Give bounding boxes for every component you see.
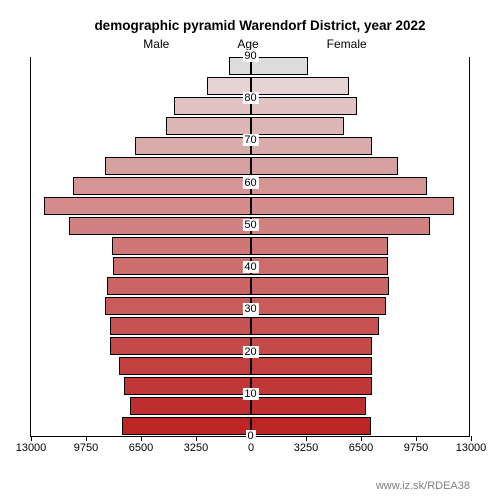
male-bar [110,317,250,335]
male-bar [119,357,251,375]
female-bar [251,77,349,95]
female-bar [251,157,398,175]
male-bar [105,157,251,175]
x-tick-label: 9750 [404,442,428,454]
age-tick-label: 90 [242,50,258,62]
x-tick-label: 0 [248,442,254,454]
male-bar [124,377,251,395]
male-bar [113,257,250,275]
age-tick-label: 70 [242,134,258,146]
watermark: www.iz.sk/RDEA38 [376,480,470,492]
x-tick-label: 6500 [129,442,153,454]
chart-container: demographic pyramid Warendorf District, … [0,0,500,500]
male-bar [174,97,250,115]
male-bar [73,177,251,195]
female-bar [251,117,344,135]
header-labels: Male Age Female [40,37,470,51]
female-bar [251,197,454,215]
male-bar [135,137,250,155]
age-tick-label: 30 [242,303,258,315]
female-bar [251,337,373,355]
female-bar [251,377,373,395]
female-label: Female [327,37,367,51]
x-tick [31,436,32,441]
age-row [31,317,470,335]
age-tick-label: 20 [242,346,258,358]
x-tick-label: 13000 [16,442,47,454]
female-bar [251,217,430,235]
male-bar [166,117,251,135]
x-tick-label: 13000 [456,442,487,454]
male-bar [130,397,250,415]
age-row [31,277,470,295]
x-tick [141,436,142,441]
male-bar [69,217,250,235]
age-tick-label: 60 [242,177,258,189]
male-bar [112,237,251,255]
female-bar [251,277,390,295]
x-tick [471,436,472,441]
female-bar [251,97,358,115]
x-tick-label: 3250 [294,442,318,454]
age-tick-label: 50 [242,219,258,231]
age-tick-label: 40 [242,261,258,273]
age-row [31,157,470,175]
female-bar [251,297,386,315]
x-tick [361,436,362,441]
x-tick [416,436,417,441]
age-tick-label: 10 [242,388,258,400]
female-bar [251,397,366,415]
x-tick [196,436,197,441]
age-row [31,237,470,255]
x-tick [86,436,87,441]
age-row [31,117,470,135]
male-bar [107,277,251,295]
male-bar [44,197,250,215]
female-bar [251,57,309,75]
male-bar [105,297,251,315]
x-tick-label: 6500 [349,442,373,454]
x-tick-label: 3250 [184,442,208,454]
female-bar [251,357,373,375]
x-tick [306,436,307,441]
chart-title: demographic pyramid Warendorf District, … [50,18,470,33]
age-row [31,197,470,215]
male-bar [110,337,250,355]
female-bar [251,257,388,275]
age-tick-label: 80 [242,92,258,104]
female-bar [251,237,388,255]
bars-wrap [31,57,470,436]
age-label: Age [237,37,258,51]
female-bar [251,177,427,195]
x-tick-label: 9750 [74,442,98,454]
female-bar [251,317,380,335]
male-label: Male [143,37,169,51]
chart-area: 0102030405060708090 13000975065003250032… [30,57,470,437]
female-bar [251,137,373,155]
male-bar [122,417,251,435]
age-tick-label: 0 [245,430,255,442]
female-bar [251,417,371,435]
age-row [31,357,470,375]
